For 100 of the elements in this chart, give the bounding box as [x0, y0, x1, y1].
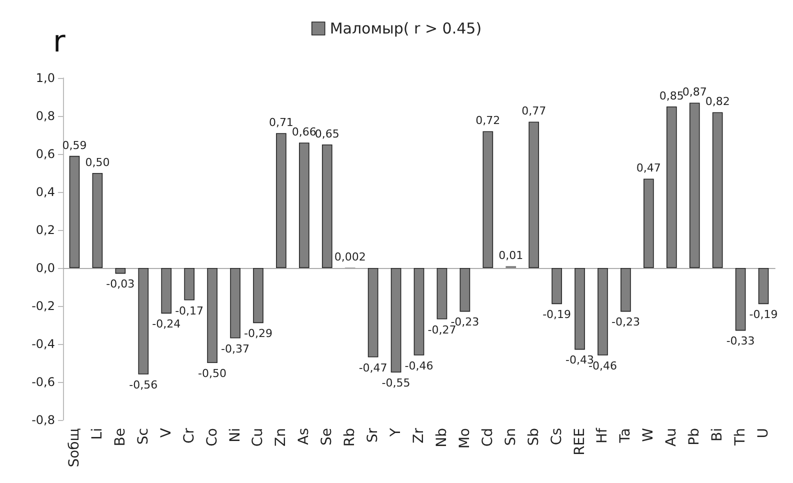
data-label: 0,59: [62, 138, 87, 152]
x-tick-label: Zr: [411, 428, 427, 444]
data-label: -0,19: [749, 308, 778, 322]
y-tick-label: -0,2: [32, 299, 55, 313]
data-label: -0,29: [244, 327, 272, 340]
x-tick-label: Sb: [526, 428, 542, 446]
x-tick-label: Ta: [618, 428, 634, 444]
x-tick-label: REE: [572, 428, 588, 456]
y-tick-label: 0,4: [36, 185, 55, 199]
bar: [735, 268, 746, 331]
bar: [298, 142, 310, 268]
bar: [92, 173, 103, 268]
data-label: -0,46: [404, 359, 434, 372]
bar: [598, 268, 608, 356]
data-label: 0,66: [292, 126, 316, 139]
x-tick-label: Mo: [456, 428, 473, 449]
y-tick-label: -0,6: [32, 375, 55, 389]
bar: [689, 102, 700, 268]
data-label: -0,33: [726, 334, 755, 348]
data-label: 0,71: [268, 116, 294, 130]
data-label: -0,50: [198, 367, 227, 380]
bar: [758, 268, 769, 304]
bar: [620, 268, 631, 312]
x-tick-label: Be: [112, 428, 128, 446]
data-label: 0,65: [314, 128, 340, 140]
x-tick-label: Sc: [135, 428, 152, 445]
x-tick-label: Ni: [227, 428, 244, 442]
bar: [161, 268, 172, 314]
bar: [460, 268, 470, 312]
x-tick-label: Zn: [273, 428, 290, 446]
data-label: -0,55: [382, 376, 410, 390]
x-tick-label: As: [296, 428, 312, 445]
bar: [574, 268, 585, 350]
y-tick-label: 0,0: [36, 261, 55, 275]
bar: [276, 133, 286, 268]
bar: [390, 268, 402, 372]
data-label: -0,19: [542, 308, 572, 322]
x-tick-label: Cs: [548, 428, 565, 446]
x-tick-label: Sr: [365, 428, 382, 443]
legend-label: Маломыр( r > 0.45): [330, 20, 482, 38]
x-tick-label: Li: [89, 428, 106, 440]
x-tick-label: Cr: [181, 428, 198, 444]
x-tick-label: Cd: [480, 428, 496, 447]
data-label: -0,27: [428, 323, 456, 336]
bar: [666, 106, 677, 268]
data-label: -0,37: [221, 342, 250, 356]
bar: [436, 268, 448, 320]
data-label: -0,56: [129, 378, 158, 392]
bar: [115, 268, 126, 274]
x-tick-label: Th: [732, 428, 749, 446]
bar: [69, 156, 80, 268]
data-label: 0,72: [476, 114, 500, 128]
x-tick-label: V: [158, 428, 174, 438]
data-label: 0,85: [659, 90, 684, 102]
bar: [414, 268, 424, 356]
x-tick-label: Se: [319, 428, 336, 446]
data-label: 0,50: [85, 156, 110, 169]
x-tick-label: Rb: [342, 428, 358, 447]
x-tick-label: Hf: [594, 426, 611, 444]
data-label: 0,01: [498, 249, 524, 262]
x-tick-label: Sn: [502, 428, 519, 446]
x-tick-label: Co: [204, 428, 220, 446]
y-tick-label: 1,0: [36, 71, 55, 85]
y-tick-label: -0,8: [32, 413, 55, 427]
y-tick-label: -0,4: [32, 337, 55, 351]
data-label: -0,23: [611, 316, 640, 329]
x-tick-label: Y: [388, 428, 404, 438]
x-tick-label: U: [756, 428, 772, 438]
y-tick-label: 0,8: [36, 109, 55, 123]
data-label: 0,002: [334, 250, 366, 264]
x-tick-label: Nb: [434, 428, 450, 448]
data-label: 0,47: [636, 162, 661, 175]
data-label: -0,24: [152, 318, 181, 331]
x-tick-label: Pb: [686, 428, 703, 446]
bar: [368, 268, 378, 358]
y-tick-label: 0,2: [36, 223, 55, 237]
y-tick-label: 0,6: [36, 147, 55, 161]
bar: [207, 268, 218, 363]
bar: [138, 268, 149, 374]
x-tick-label: Bi: [710, 428, 726, 442]
bar: [184, 268, 194, 300]
bar: [322, 144, 332, 268]
bar: [230, 268, 240, 338]
bar: [552, 268, 562, 304]
x-tick-label: Sобщ: [66, 428, 82, 468]
bar: [482, 131, 494, 268]
x-tick-label: Au: [664, 428, 680, 446]
y-axis-title: r: [53, 24, 66, 60]
x-tick-label: W: [640, 428, 657, 442]
data-label: 0,82: [705, 95, 730, 108]
bar: [528, 122, 540, 268]
bar: [712, 112, 723, 268]
data-label: -0,47: [358, 361, 388, 374]
data-label: -0,03: [106, 278, 135, 291]
bar: [644, 178, 654, 268]
x-tick-label: Cu: [250, 428, 266, 447]
data-label: 0,77: [522, 104, 546, 118]
data-label: -0,17: [175, 304, 204, 318]
data-label: 0,87: [682, 86, 707, 99]
bar: [253, 268, 264, 324]
